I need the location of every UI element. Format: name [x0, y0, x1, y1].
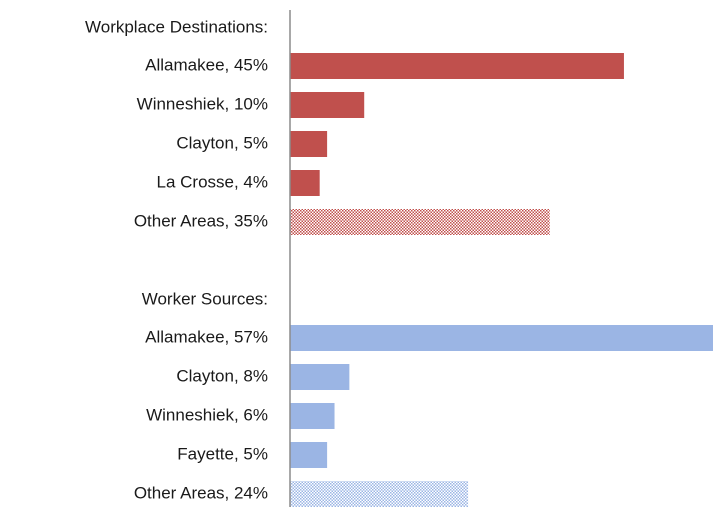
bar: [290, 92, 365, 118]
category-label: Other Areas, 24%: [134, 483, 268, 502]
bar: [290, 481, 469, 507]
bar: [290, 325, 713, 351]
category-label: Clayton, 8%: [176, 366, 268, 385]
bar: [290, 403, 335, 429]
category-label: Clayton, 5%: [176, 133, 268, 152]
group-title: Workplace Destinations:: [85, 17, 268, 36]
group-title: Worker Sources:: [142, 289, 268, 308]
category-label: Other Areas, 35%: [134, 211, 268, 230]
category-label: La Crosse, 4%: [157, 172, 269, 191]
bar: [290, 209, 550, 235]
bar: [290, 442, 328, 468]
bar: [290, 170, 320, 196]
category-label: Fayette, 5%: [177, 444, 268, 463]
category-label: Winneshiek, 6%: [146, 405, 268, 424]
category-label: Winneshiek, 10%: [137, 94, 268, 113]
bar: [290, 364, 350, 390]
bar: [290, 131, 328, 157]
bar: [290, 53, 624, 79]
category-label: Allamakee, 57%: [145, 327, 268, 346]
category-label: Allamakee, 45%: [145, 55, 268, 74]
